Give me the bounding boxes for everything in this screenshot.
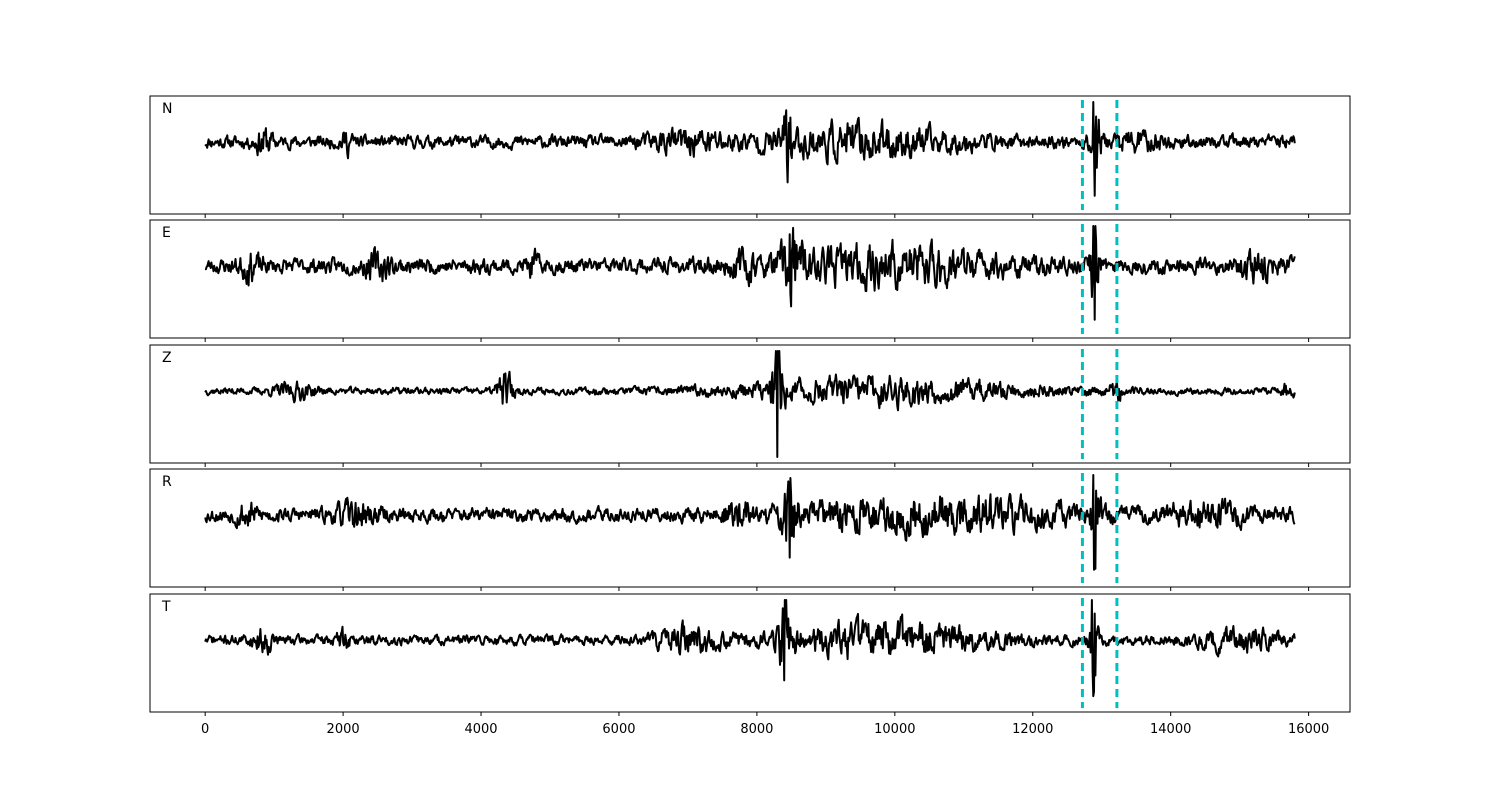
panel-frame-n	[149, 95, 1351, 215]
panel-label-e: E	[162, 225, 171, 241]
panel-frame-r	[149, 468, 1351, 588]
panel-label-t: T	[161, 599, 171, 615]
panel-frame-e	[149, 219, 1351, 339]
x-tick-label: 0	[201, 722, 209, 737]
x-tick-label: 16000	[1288, 722, 1329, 737]
x-tick-label: 2000	[327, 722, 360, 737]
x-tick-label: 8000	[740, 722, 773, 737]
panel-frame-z	[149, 344, 1351, 464]
panel-label-z: Z	[162, 350, 172, 366]
x-tick-label: 6000	[602, 722, 635, 737]
trace-r	[204, 474, 1296, 571]
x-tick-label: 4000	[464, 722, 497, 737]
x-tick-label: 14000	[1150, 722, 1191, 737]
trace-t	[204, 599, 1296, 698]
trace-n	[204, 101, 1296, 197]
panel-label-r: R	[162, 474, 172, 490]
panel-frame-t	[149, 593, 1351, 713]
trace-z	[204, 350, 1296, 458]
x-tick-label: 12000	[1012, 722, 1053, 737]
x-tick-label: 10000	[874, 722, 915, 737]
panel-label-n: N	[162, 101, 172, 117]
trace-e	[204, 225, 1296, 321]
